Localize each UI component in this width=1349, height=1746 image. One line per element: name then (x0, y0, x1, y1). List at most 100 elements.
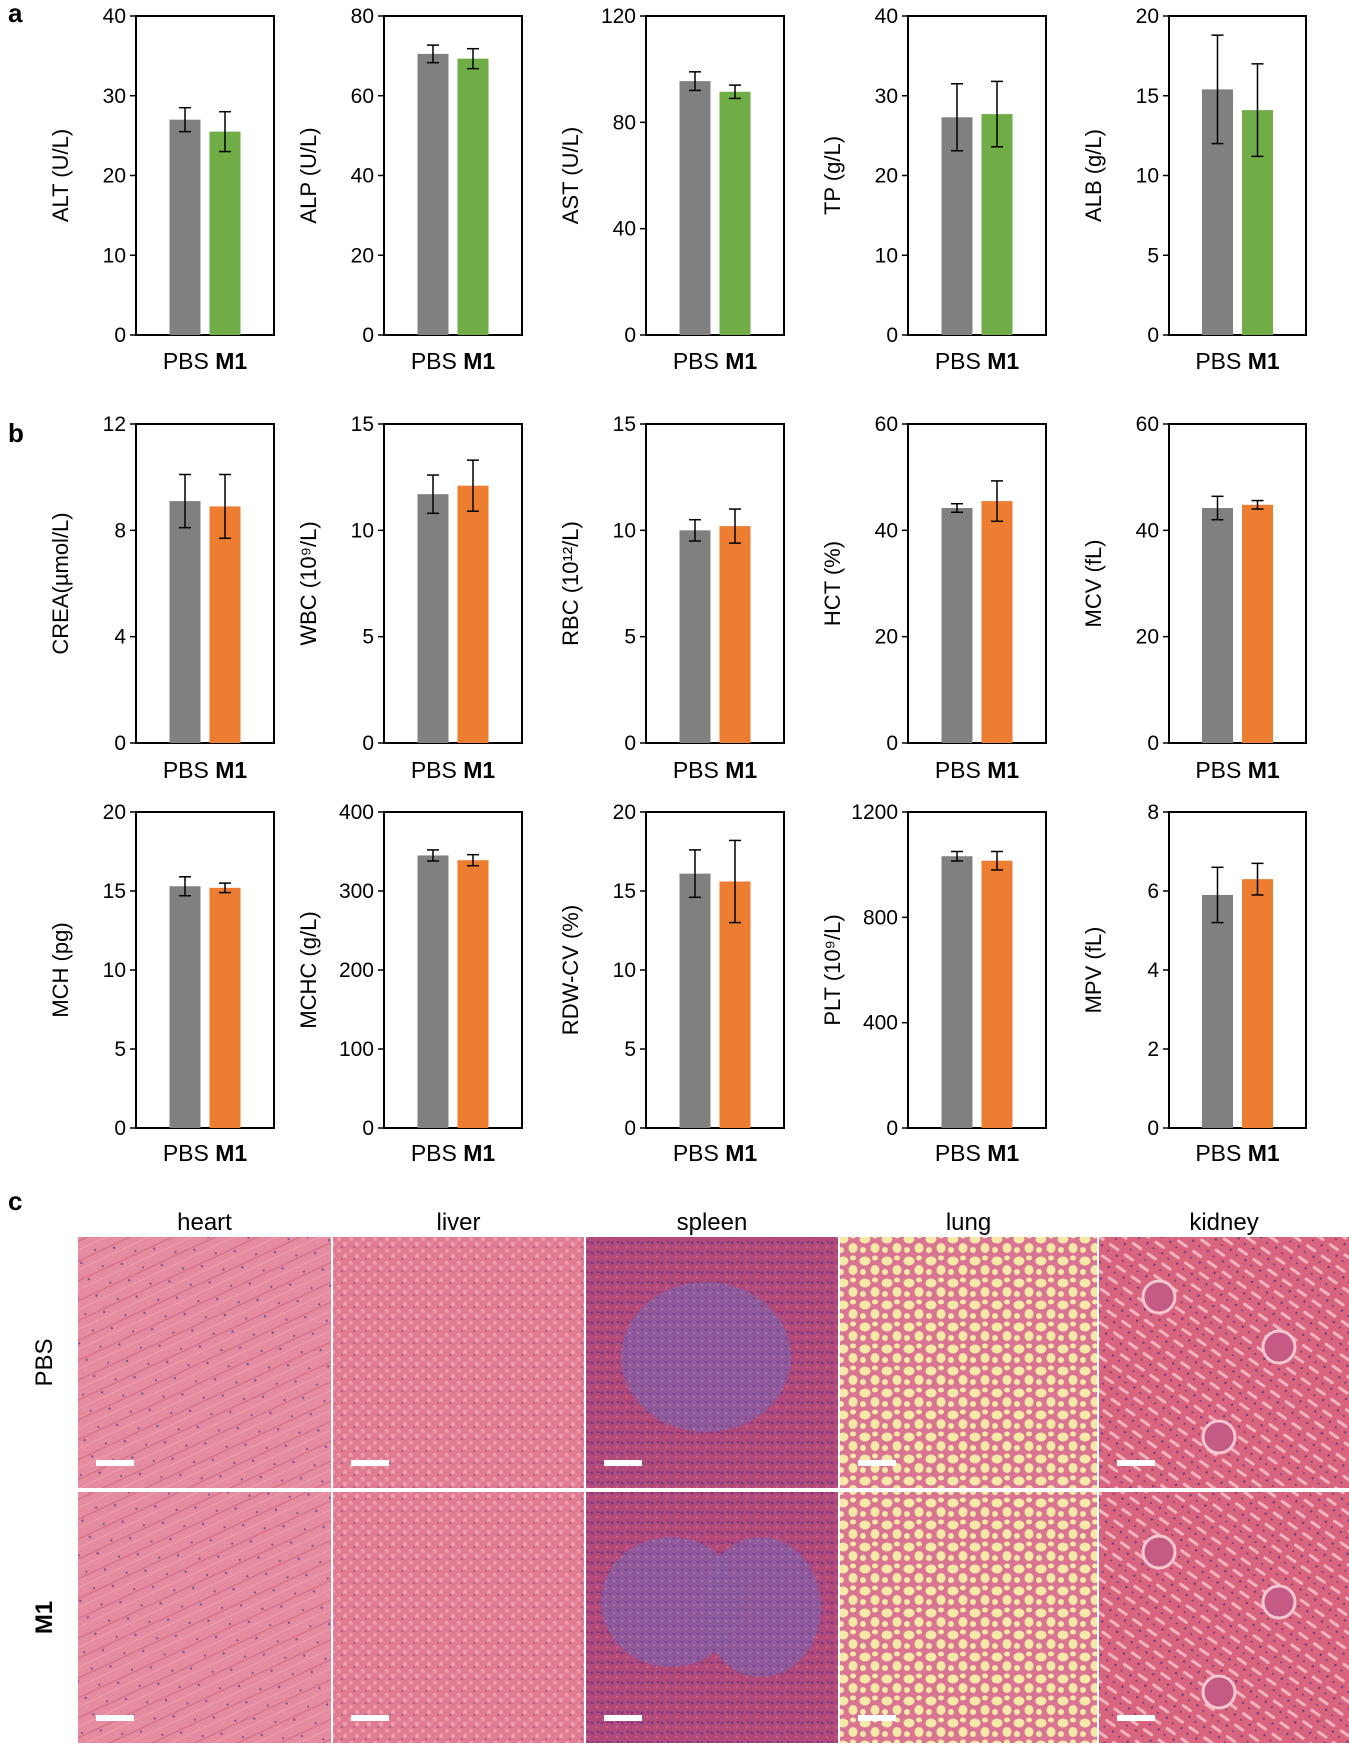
histology-image-kidney-pbs (1099, 1237, 1349, 1488)
y-tick-label: 15 (103, 880, 126, 903)
scale-bar (351, 1460, 389, 1466)
y-tick-label: 8 (114, 519, 126, 542)
bar-m1 (981, 114, 1013, 335)
histology-column-kidney: kidney (1189, 1209, 1258, 1236)
y-tick-label: 2 (1147, 1038, 1159, 1061)
y-tick-label: 0 (1147, 732, 1159, 755)
bar-m1 (209, 506, 241, 743)
y-tick-label: 15 (613, 880, 636, 903)
panel-label-a: a (8, 0, 23, 28)
bar-m1 (209, 887, 241, 1128)
scale-bar (858, 1460, 896, 1466)
histology-column-lung: lung (946, 1209, 991, 1236)
category-m1: M1 (987, 757, 1019, 783)
y-tick-label: 20 (613, 801, 636, 824)
y-tick-label: 4 (1147, 959, 1159, 982)
y-tick-label: 60 (1136, 413, 1159, 436)
y-axis-label: TP (g/L) (820, 136, 845, 215)
y-tick-label: 20 (1136, 5, 1159, 28)
histology-image-liver-pbs (333, 1237, 584, 1488)
category-m1: M1 (463, 348, 495, 374)
bar-chart-8: 0 5 10 15 RBC (10¹²/L) PBS M1 (558, 413, 785, 783)
scale-bar (96, 1460, 134, 1466)
scale-bar (351, 1715, 389, 1721)
plot-frame (1168, 423, 1307, 744)
plot-frame (907, 15, 1047, 336)
bar-chart-10: 0 20 40 60 MCV (fL) PBS M1 (1081, 413, 1307, 783)
plot-frame (645, 811, 785, 1129)
y-tick-label: 60 (875, 413, 898, 436)
y-tick-label: 40 (103, 5, 126, 28)
y-tick-label: 8 (1147, 801, 1159, 824)
category-pbs: PBS (411, 757, 463, 783)
y-tick-label: 0 (886, 1117, 898, 1140)
histology-image-spleen-m1 (586, 1492, 838, 1743)
y-tick-label: 10 (1136, 165, 1159, 188)
panel-label-c: c (8, 1186, 22, 1216)
bar-m1 (209, 131, 241, 335)
plot-frame (645, 15, 785, 336)
plot-frame (1168, 15, 1307, 336)
plot-frame (383, 15, 523, 336)
y-tick-label: 4 (114, 626, 126, 649)
histology-row-m1: M1 (31, 1601, 58, 1634)
category-m1: M1 (1248, 348, 1280, 374)
category-pbs: PBS (935, 757, 987, 783)
panel-label-b: b (8, 418, 24, 448)
scale-bar (604, 1460, 642, 1466)
plot-frame (645, 423, 785, 744)
y-tick-label: 0 (1147, 324, 1159, 347)
plot-frame (135, 423, 275, 744)
y-tick-label: 0 (624, 732, 636, 755)
x-category-labels: PBS M1 (1195, 1140, 1280, 1166)
y-tick-label: 0 (362, 324, 374, 347)
plot-frame (907, 423, 1047, 744)
y-tick-label: 5 (362, 626, 374, 649)
y-axis-label: MCHC (g/L) (296, 911, 321, 1028)
y-axis-label: PLT (10⁹/L) (820, 914, 845, 1025)
bar-pbs (679, 81, 711, 335)
bar-chart-3: 0 40 80 120 AST (U/L) PBS M1 (558, 5, 785, 374)
scale-bar (604, 1715, 642, 1721)
y-tick-label: 20 (103, 801, 126, 824)
plot-frame (383, 423, 523, 744)
bar-pbs (679, 873, 711, 1128)
histology-image-lung-pbs (840, 1237, 1097, 1488)
bar-m1 (719, 91, 751, 335)
y-axis-label: ALB (g/L) (1081, 129, 1106, 222)
y-tick-label: 10 (351, 519, 374, 542)
bar-chart-2: 0 20 40 60 80 ALP (U/L) PBS M1 (296, 5, 523, 374)
y-axis-label: MCH (pg) (48, 922, 73, 1017)
x-category-labels: PBS M1 (1195, 348, 1280, 374)
category-m1: M1 (463, 757, 495, 783)
y-tick-label: 20 (875, 626, 898, 649)
y-tick-label: 400 (339, 801, 374, 824)
y-tick-label: 200 (339, 959, 374, 982)
y-tick-label: 0 (624, 324, 636, 347)
bar-chart-5: 0 5 10 15 20 ALB (g/L) PBS M1 (1081, 5, 1307, 374)
category-m1: M1 (215, 1140, 247, 1166)
histology-row-pbs: PBS (31, 1338, 58, 1386)
y-tick-label: 40 (351, 165, 374, 188)
x-category-labels: PBS M1 (163, 348, 248, 374)
y-tick-label: 10 (103, 959, 126, 982)
category-pbs: PBS (673, 1140, 725, 1166)
y-tick-label: 40 (875, 519, 898, 542)
y-tick-label: 15 (1136, 85, 1159, 108)
bar-m1 (457, 860, 489, 1128)
y-tick-label: 0 (114, 324, 126, 347)
x-category-labels: PBS M1 (673, 348, 758, 374)
x-category-labels: PBS M1 (935, 1140, 1020, 1166)
y-axis-label: RBC (10¹²/L) (558, 521, 583, 646)
y-axis-label: ALP (U/L) (296, 127, 321, 223)
y-tick-label: 5 (624, 626, 636, 649)
category-pbs: PBS (1195, 348, 1247, 374)
y-tick-label: 0 (886, 324, 898, 347)
histology-column-spleen: spleen (677, 1209, 748, 1236)
y-axis-label: ALT (U/L) (48, 129, 73, 222)
category-pbs: PBS (935, 1140, 987, 1166)
bar-m1 (457, 485, 489, 743)
bar-m1 (457, 58, 489, 335)
category-m1: M1 (215, 348, 247, 374)
